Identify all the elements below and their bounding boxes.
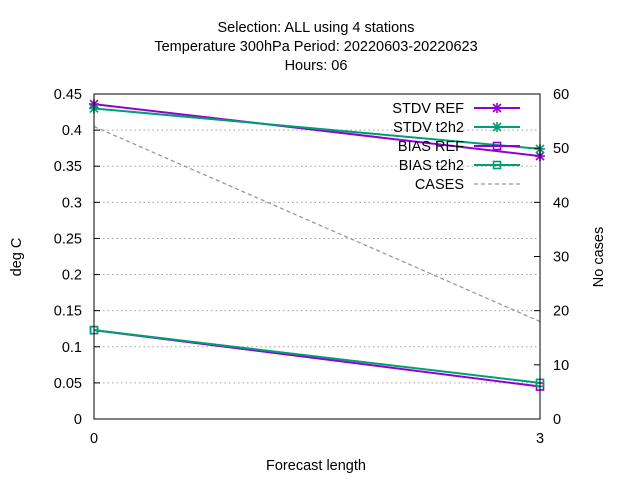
series-line [93,107,541,150]
series-line [93,103,541,158]
y-tick-label: 0.35 [54,159,82,175]
y-tick-label: 0.25 [54,231,82,247]
chart-title: Selection: ALL using 4 stations Temperat… [154,20,477,74]
legend-label: BIAS REF [398,139,464,155]
y2-tick-label: 20 [553,304,569,320]
legend-marker [492,141,502,151]
series-4 [93,125,541,323]
legend-label: CASES [415,177,464,193]
y2-tick-label: 0 [553,412,561,428]
legend-label: STDV REF [392,101,464,117]
legend-marker [492,160,502,170]
legend-label: STDV t2h2 [393,120,464,136]
title-line-1: Selection: ALL using 4 stations [218,20,415,36]
grid-lines [94,129,540,384]
title-line-3: Hours: 06 [285,58,348,74]
legend-label: BIAS t2h2 [399,158,464,174]
y-tick-label: 0.05 [54,376,82,392]
legend: STDV REF STDV t2h2 BIAS REF BIAS t2h2 CASES [392,101,520,193]
y-tick-label: 0.15 [54,304,82,320]
y2-tick-label: 30 [553,250,569,266]
y2-axis-label: No cases [591,227,607,287]
y2-tick-label: 10 [553,358,569,374]
y-tick-label: 0.4 [62,123,82,139]
y2-axis-ticks: 0 10 20 30 40 50 60 [534,87,569,428]
y2-tick-label: 40 [553,195,569,211]
y-axis-label: deg C [9,238,25,277]
series-line [93,329,541,384]
x-tick-label: 3 [536,431,544,447]
y-tick-label: 0.1 [62,340,82,356]
title-line-2: Temperature 300hPa Period: 20220603-2022… [154,39,477,55]
x-axis-label: Forecast length [266,458,366,474]
legend-marker [492,103,502,113]
y2-tick-label: 60 [553,87,569,103]
legend-marker [492,122,502,132]
y2-tick-label: 50 [553,141,569,157]
x-tick-label: 0 [90,431,98,447]
y-axis-ticks: 0 0.05 0.1 0.15 0.2 0.25 0.3 0.35 0.4 0.45 [54,87,100,428]
y-tick-label: 0.2 [62,268,82,284]
series-line [93,125,541,323]
y-tick-label: 0 [74,412,82,428]
y-tick-label: 0.45 [54,87,82,103]
series-2 [89,325,545,391]
y-tick-label: 0.3 [62,195,82,211]
